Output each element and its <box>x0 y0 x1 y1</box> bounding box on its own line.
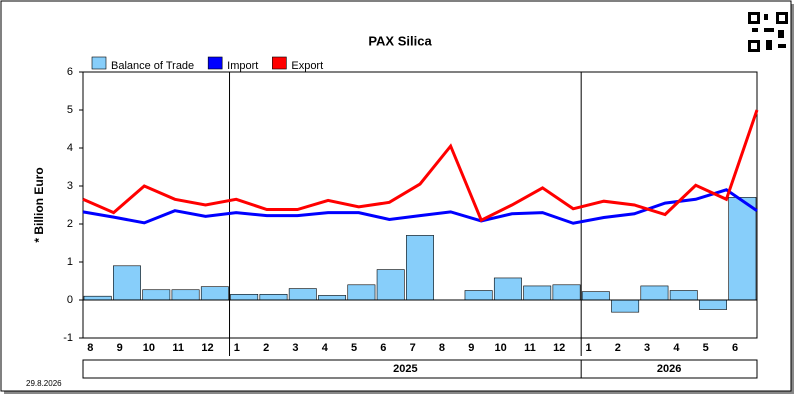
x-tick-label: 9 <box>468 342 474 354</box>
x-tick-label: 9 <box>117 342 123 354</box>
year-label: 2026 <box>657 363 681 375</box>
x-tick-label: 8 <box>87 342 93 354</box>
y-tick-label: 6 <box>67 66 73 78</box>
x-tick-label: 8 <box>439 342 445 354</box>
x-tick-label: 3 <box>292 342 298 354</box>
line-series <box>82 188 758 225</box>
line-series <box>82 109 759 223</box>
y-tick-label: 2 <box>67 218 73 230</box>
y-tick-label: -1 <box>63 332 73 344</box>
x-tick-label: 1 <box>234 342 240 354</box>
bar <box>640 285 669 301</box>
bar <box>318 295 347 301</box>
y-tick-label: 1 <box>67 256 73 268</box>
bar <box>376 269 405 301</box>
x-tick-label: 2 <box>263 342 269 354</box>
bar <box>552 284 581 301</box>
x-tick-label: 12 <box>553 342 565 354</box>
x-tick-label: 3 <box>644 342 650 354</box>
bar <box>464 290 493 301</box>
y-axis-label: * Billion Euro <box>32 167 46 242</box>
x-tick-label: 10 <box>143 342 155 354</box>
bar <box>288 288 317 301</box>
legend-swatch <box>207 56 223 70</box>
legend-label: Export <box>291 60 323 72</box>
bar <box>611 299 640 313</box>
x-tick-label: 5 <box>351 342 357 354</box>
bar <box>347 284 376 301</box>
bar <box>200 286 229 301</box>
x-tick-label: 7 <box>410 342 416 354</box>
bar <box>728 197 757 301</box>
x-tick-label: 11 <box>524 342 536 354</box>
bar <box>406 235 434 301</box>
x-tick-label: 5 <box>703 342 709 354</box>
x-tick-label: 12 <box>201 342 213 354</box>
x-tick-label: 2 <box>615 342 621 354</box>
y-tick-label: 5 <box>67 104 73 116</box>
bar <box>581 291 610 301</box>
x-tick-label: 6 <box>380 342 386 354</box>
y-tick-label: 0 <box>67 294 73 306</box>
x-tick-label: 1 <box>585 342 591 354</box>
legend-label: Import <box>227 60 258 72</box>
year-label: 2025 <box>393 363 417 375</box>
bar <box>669 290 698 301</box>
y-tick-label: 3 <box>67 180 73 192</box>
bar <box>259 293 288 301</box>
y-tick-label: 4 <box>67 142 73 154</box>
date-label: 29.8.2026 <box>26 379 62 388</box>
bar <box>142 289 171 301</box>
legend-label: Balance of Trade <box>111 60 194 72</box>
chart-title: PAX Silica <box>368 33 432 48</box>
bar <box>523 285 552 301</box>
x-tick-label: 4 <box>673 342 680 354</box>
bar <box>83 295 112 301</box>
legend-swatch <box>272 56 287 70</box>
x-tick-label: 11 <box>172 342 184 354</box>
bar <box>699 299 727 310</box>
x-tick-label: 6 <box>732 342 738 354</box>
x-tick-label: 10 <box>494 342 506 354</box>
bar <box>230 293 259 301</box>
legend-swatch <box>91 56 107 70</box>
bar <box>171 289 200 301</box>
qr-code <box>748 12 788 52</box>
x-tick-label: 4 <box>322 342 329 354</box>
bar <box>493 277 522 301</box>
bar <box>113 265 141 301</box>
year-row <box>82 359 758 379</box>
